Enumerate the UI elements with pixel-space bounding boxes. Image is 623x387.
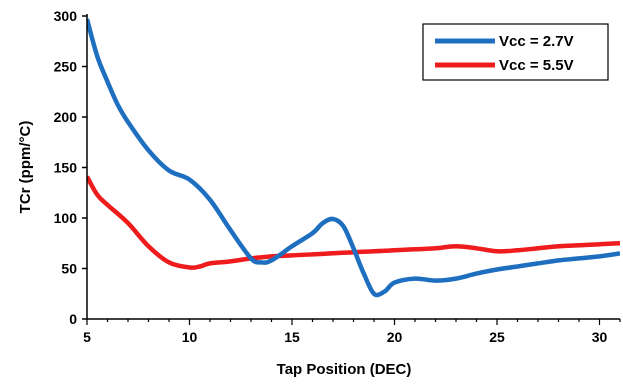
series-line-1 xyxy=(87,175,620,270)
legend: Vcc = 2.7V Vcc = 5.5V xyxy=(422,23,609,81)
x-tick-label: 25 xyxy=(489,329,505,345)
series-line-0 xyxy=(87,18,620,298)
axes xyxy=(82,14,621,325)
y-tick-label: 100 xyxy=(54,210,78,226)
x-tick-label: 10 xyxy=(182,329,198,345)
y-tick-label: 300 xyxy=(54,8,78,24)
y-tick-label: 150 xyxy=(54,160,78,176)
x-tick-label: 15 xyxy=(284,329,300,345)
x-tick-label: 30 xyxy=(592,329,608,345)
x-tick-label: 20 xyxy=(387,329,403,345)
y-tick-label: 0 xyxy=(69,311,77,327)
plot-area xyxy=(87,18,620,298)
y-tick-label: 200 xyxy=(54,109,78,125)
x-tick-label: 5 xyxy=(83,329,91,345)
x-axis-label: Tap Position (DEC) xyxy=(277,361,412,378)
y-axis-label: TCr (ppm/°C) xyxy=(17,121,34,214)
tick-labels: 0 50 100 150 200 250 300 5 10 15 20 25 30 xyxy=(54,8,608,345)
y-tick-label: 50 xyxy=(61,261,77,277)
y-tick-label: 250 xyxy=(54,59,78,75)
legend-label-1: Vcc = 5.5V xyxy=(499,57,574,74)
legend-label-0: Vcc = 2.7V xyxy=(499,33,574,50)
legend-box xyxy=(422,23,609,81)
